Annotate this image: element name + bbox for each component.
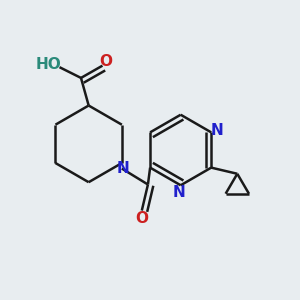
Text: O: O [135,211,148,226]
Text: N: N [173,184,185,200]
Text: O: O [100,54,112,69]
Text: N: N [117,161,130,176]
Text: N: N [210,123,223,138]
Text: HO: HO [36,57,62,72]
